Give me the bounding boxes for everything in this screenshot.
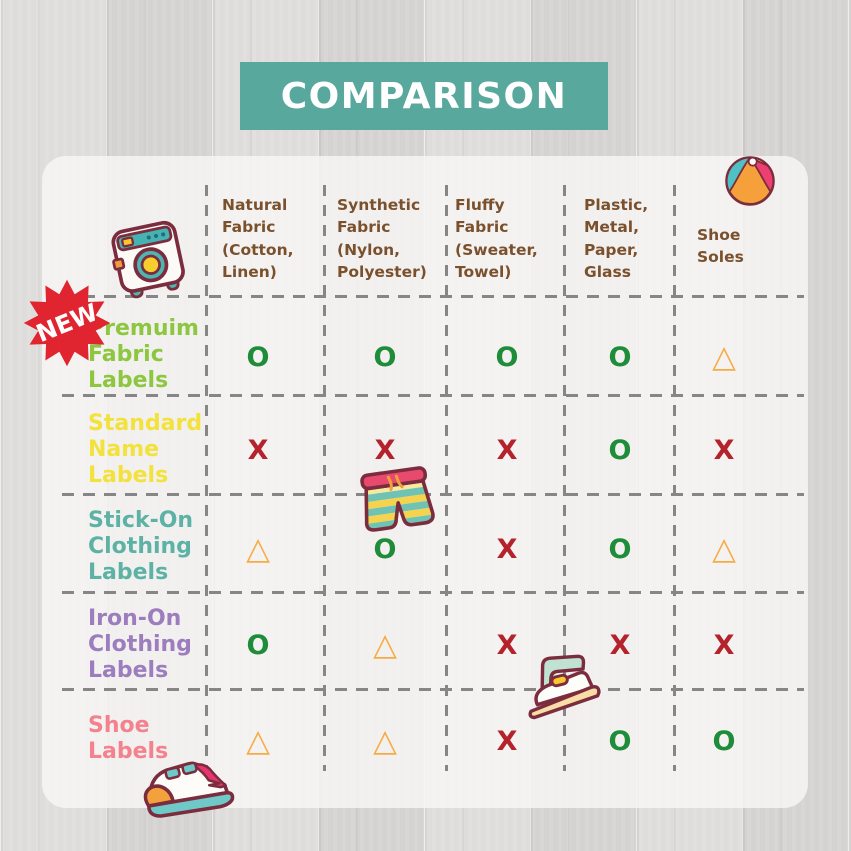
cell-mark: △ [246,723,270,759]
cell-mark: O [608,725,632,757]
cell-mark: O [495,341,519,373]
row-label: Premuim Fabric Labels [88,316,199,393]
row-label: Standard Name Labels [88,411,203,488]
cell-mark: O [608,341,632,373]
sneaker-icon [143,761,235,818]
grid-line-vertical [323,185,326,771]
comparison-banner: COMPARISON [240,62,608,130]
grid-line-horizontal [62,394,804,397]
column-header: Synthetic Fabric (Nylon, Polyester) [337,196,427,282]
swim-shorts-icon [360,466,435,532]
grid-line-vertical [205,185,208,771]
column-header: Plastic, Metal, Paper, Glass [584,196,649,282]
column-header: Shoe Soles [697,226,744,267]
column-header: Natural Fabric (Cotton, Linen) [222,196,294,282]
cell-mark: X [496,629,518,661]
cell-mark: X [374,434,396,466]
cell-mark: O [712,725,736,757]
cell-mark: X [247,434,269,466]
row-label: Shoe Labels [88,713,169,764]
washing-machine-icon [111,220,185,299]
clothes-iron-icon [528,654,601,720]
cell-mark: △ [373,723,397,759]
column-header: Fluffy Fabric (Sweater, Towel) [455,196,538,282]
cell-mark: △ [373,627,397,663]
grid-line-vertical [445,185,448,771]
cell-mark: X [713,629,735,661]
cell-mark: X [496,434,518,466]
row-label: Iron-On Clothing Labels [88,606,192,683]
cell-mark: X [609,629,631,661]
page-title: COMPARISON [280,75,568,117]
beach-ball-icon [725,156,775,206]
cell-mark: O [246,629,270,661]
cell-mark: X [496,725,518,757]
grid-line-horizontal [62,688,804,691]
cell-mark: O [608,434,632,466]
cell-mark: △ [246,531,270,567]
cell-mark: O [373,341,397,373]
grid-line-horizontal [62,295,804,298]
cell-mark: O [373,533,397,565]
cell-mark: △ [712,531,736,567]
cell-mark: △ [712,339,736,375]
cell-mark: O [246,341,270,373]
grid-line-horizontal [62,493,804,496]
row-label: Stick-On Clothing Labels [88,508,194,585]
grid-line-horizontal [62,591,804,594]
cell-mark: X [496,533,518,565]
cell-mark: O [608,533,632,565]
cell-mark: X [713,434,735,466]
grid-line-vertical [673,185,676,771]
starburst-icon [23,279,111,367]
new-badge: NEW [23,279,111,367]
grid-line-vertical [563,185,566,771]
